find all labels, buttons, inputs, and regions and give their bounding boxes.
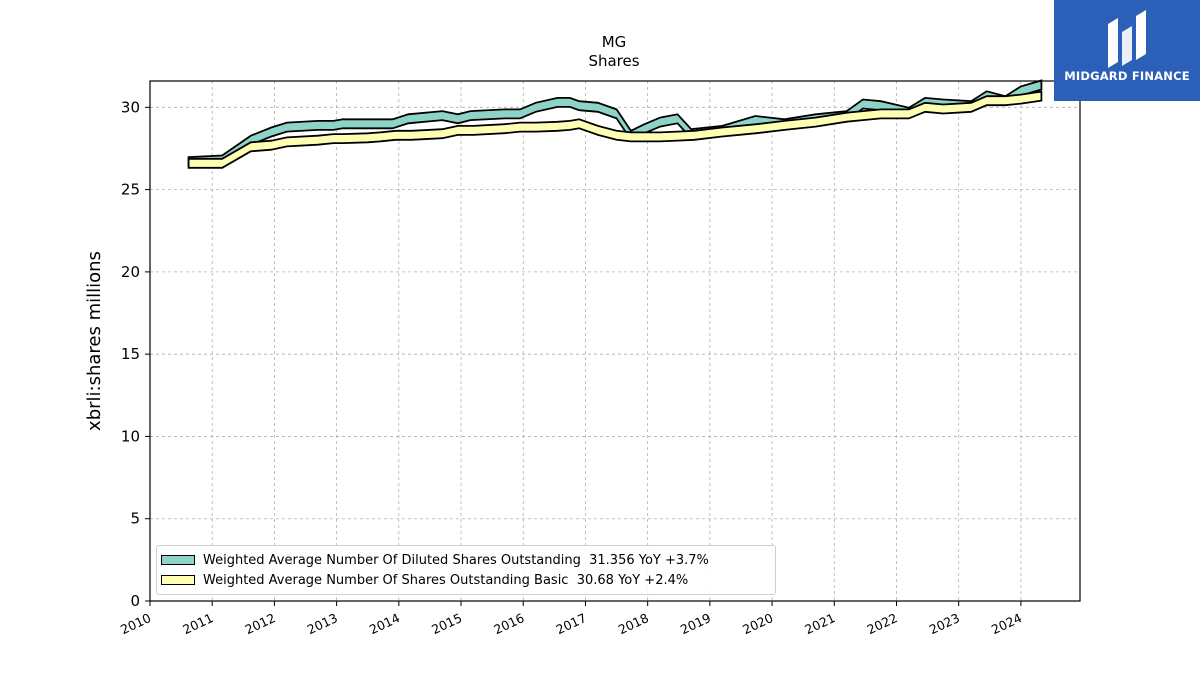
y-tick-label: 15: [121, 345, 140, 363]
legend-label-diluted: Weighted Average Number Of Diluted Share…: [203, 552, 709, 568]
x-tick-label: 2021: [802, 610, 837, 637]
y-axis: 0 5 10 15 20 25 30: [121, 98, 150, 610]
legend-label-basic: Weighted Average Number Of Shares Outsta…: [203, 572, 689, 588]
series-band: [187, 90, 1043, 169]
grid: [149, 81, 1080, 601]
y-tick-label: 0: [130, 592, 140, 610]
x-tick-label: 2014: [367, 610, 402, 637]
y-tick-label: 25: [121, 181, 140, 199]
y-tick-label: 10: [121, 427, 140, 445]
y-tick-label: 20: [121, 263, 140, 281]
series-band: [187, 79, 1043, 168]
series-layer: [187, 79, 1043, 169]
legend: Weighted Average Number Of Diluted Share…: [156, 545, 776, 595]
series-basic: [187, 90, 1043, 169]
x-tick-label: 2019: [678, 610, 713, 637]
y-tick-label: 5: [130, 510, 140, 528]
logo-mark-icon: [1108, 10, 1146, 68]
brand-logo: MIDGARD FINANCE: [1054, 0, 1200, 101]
x-tick-label: 2012: [243, 610, 278, 637]
x-tick-label: 2022: [865, 610, 900, 637]
x-axis: 2010 2011 2012 2013 2014 2015 2016 2017 2018 2019…: [118, 601, 1024, 637]
chart-title: MG: [601, 33, 627, 51]
plot-frame: [149, 80, 1081, 602]
legend-item-basic: Weighted Average Number Of Shares Outsta…: [161, 571, 688, 589]
legend-swatch-diluted: [161, 555, 195, 565]
x-tick-label: 2024: [989, 610, 1024, 637]
y-tick-label: 30: [121, 98, 140, 116]
logo-text: MIDGARD FINANCE: [1064, 69, 1190, 83]
x-tick-label: 2023: [927, 610, 962, 637]
x-tick-label: 2016: [491, 610, 526, 637]
legend-swatch-basic: [161, 575, 195, 585]
x-tick-label: 2018: [616, 610, 651, 637]
y-axis-label: xbrli:shares millions: [84, 251, 105, 431]
series-diluted: [187, 79, 1043, 168]
x-tick-label: 2013: [305, 610, 340, 637]
chart-subtitle: Shares: [588, 52, 640, 70]
x-tick-label: 2015: [429, 610, 464, 637]
x-tick-label: 2010: [118, 610, 153, 637]
x-tick-label: 2020: [740, 610, 775, 637]
x-tick-label: 2017: [554, 610, 589, 637]
legend-item-diluted: Weighted Average Number Of Diluted Share…: [161, 551, 709, 569]
x-tick-label: 2011: [180, 610, 215, 637]
